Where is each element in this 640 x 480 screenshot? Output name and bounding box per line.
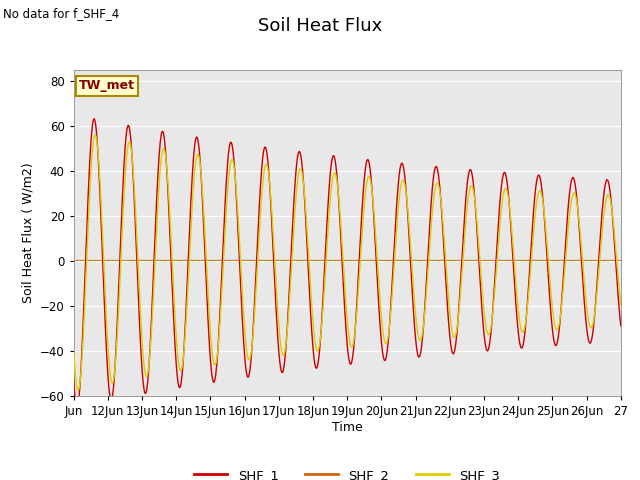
Text: Soil Heat Flux: Soil Heat Flux [258, 17, 382, 35]
Text: TW_met: TW_met [79, 79, 135, 92]
X-axis label: Time: Time [332, 421, 363, 434]
Legend: SHF_1, SHF_2, SHF_3: SHF_1, SHF_2, SHF_3 [189, 464, 506, 480]
Y-axis label: Soil Heat Flux ( W/m2): Soil Heat Flux ( W/m2) [21, 163, 35, 303]
Text: No data for f_SHF_4: No data for f_SHF_4 [3, 7, 120, 20]
